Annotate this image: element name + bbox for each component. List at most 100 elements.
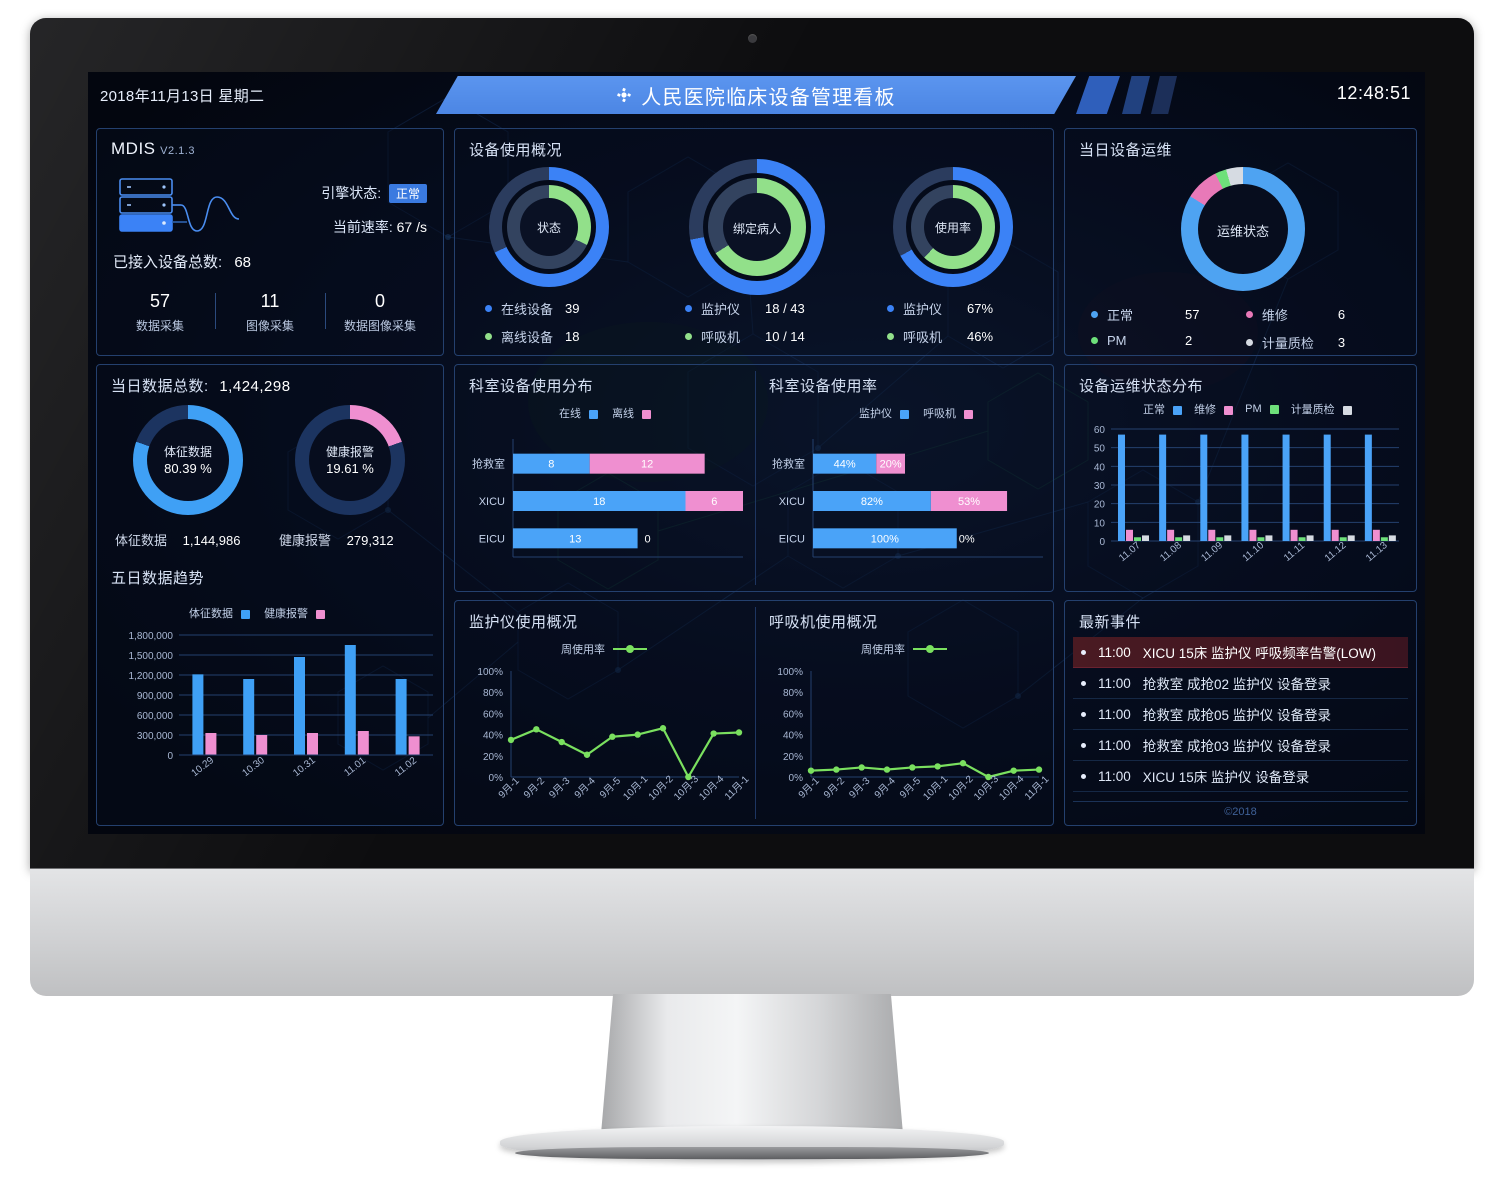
svg-text:0%: 0% <box>959 533 975 545</box>
stat-label: 数据采集 <box>135 319 184 333</box>
legend-item: 维修 <box>1194 401 1234 417</box>
svg-text:100%: 100% <box>871 533 899 545</box>
dist-title: 科室设备使用分布 <box>469 378 594 395</box>
event-bullet-icon <box>1081 773 1086 779</box>
legend-item: 健康报警 <box>264 605 326 621</box>
event-time: 11:00 <box>1098 675 1131 691</box>
legend-swatch-icon <box>1173 405 1183 415</box>
legend-item: 监护仪 67% <box>887 299 993 318</box>
event-row[interactable]: 11:00 抢救室 成抢02 监护仪 设备登录 <box>1073 668 1408 699</box>
legend-dot-icon <box>485 305 492 312</box>
legend-label: 健康报警 <box>264 608 309 620</box>
svg-text:20: 20 <box>1094 500 1106 511</box>
stat-value: 0 <box>374 291 385 311</box>
svg-text:11.11: 11.11 <box>1282 540 1307 564</box>
event-text: 抢救室 成抢05 监护仪 设备登录 <box>1142 708 1332 723</box>
svg-text:18: 18 <box>593 496 605 508</box>
svg-text:100%: 100% <box>777 667 803 678</box>
event-text: XICU 15床 监护仪 设备登录 <box>1142 770 1310 785</box>
legend-value: 67% <box>967 301 994 316</box>
total-devices-row: 已接入设备总数: 68 <box>113 251 251 272</box>
donut-center-label: 体征数据 <box>163 445 212 459</box>
svg-text:0%: 0% <box>789 773 804 784</box>
legend-item: 在线设备 39 <box>485 299 579 318</box>
stat-data-image-collection: 0 数据图像采集 <box>325 291 435 334</box>
svg-text:44%: 44% <box>834 459 856 471</box>
svg-text:11.01: 11.01 <box>342 755 368 779</box>
svg-text:600,000: 600,000 <box>137 711 174 722</box>
event-row[interactable]: 11:00 抢救室 成抢05 监护仪 设备登录 <box>1073 699 1408 730</box>
legend-label: 监护仪 <box>701 302 741 317</box>
svg-text:10: 10 <box>1094 518 1106 529</box>
svg-text:11.10: 11.10 <box>1241 540 1267 564</box>
event-time: 11:00 <box>1098 737 1131 753</box>
ventilator-usage-line-chart: 100%80%60%40%20%0%9月-1 9月-2 9月-3 9月-4 9月-510… <box>777 667 1051 803</box>
vent-line-legend: 周使用率 <box>861 641 949 657</box>
svg-text:9月-3: 9月-3 <box>547 775 573 801</box>
monitor-usage-line-chart: 100%80%60%40%20%0%9月-1 9月-2 9月-3 9月-4 9月-510… <box>477 667 751 803</box>
svg-text:0: 0 <box>1099 537 1105 548</box>
legend-dot-icon <box>887 305 894 312</box>
legend-item: 呼吸机 46% <box>887 327 993 346</box>
engine-status-row: 引擎状态: 正常 <box>321 183 427 203</box>
legend-swatch-icon <box>1342 405 1352 415</box>
svg-text:80%: 80% <box>483 688 503 699</box>
clock: 12:48:51 <box>1336 83 1411 103</box>
svg-text:11.13: 11.13 <box>1364 540 1390 564</box>
latest-events-panel: 最新事件 11:00 XICU 15床 监护仪 呼吸频率告警(LOW) 11:00 抢… <box>1064 600 1417 826</box>
svg-text:10.31: 10.31 <box>291 755 318 779</box>
legend-swatch-icon <box>1224 405 1234 415</box>
daily-ops-title: 当日设备运维 <box>1079 142 1173 159</box>
legend-swatch-icon <box>589 409 599 419</box>
svg-text:300,000: 300,000 <box>137 731 174 742</box>
legend-label: PM <box>1245 403 1262 415</box>
legend-item: 监护仪 18 / 43 <box>685 299 805 318</box>
legend-label: 计量质检 <box>1261 336 1314 351</box>
usage-legend-2: 监护仪 18 / 43 呼吸机 10 / 14 <box>685 299 805 355</box>
legend-value: 46% <box>967 329 994 344</box>
vital-total-row: 体征数据 1,144,986 <box>115 530 240 549</box>
event-time: 11:00 <box>1098 706 1131 722</box>
svg-text:60: 60 <box>1094 425 1106 436</box>
svg-text:XICU: XICU <box>479 496 505 508</box>
legend-value: 10 / 14 <box>765 329 805 344</box>
svg-text:10.30: 10.30 <box>240 755 267 779</box>
stat-label: 数据图像采集 <box>343 319 416 333</box>
legend-item: 体征数据 <box>189 605 251 621</box>
legend-dot-icon <box>685 305 692 312</box>
event-row[interactable]: 11:00 抢救室 成抢03 监护仪 设备登录 <box>1073 730 1408 761</box>
department-charts-panel: 科室设备使用分布 在线 离线 抢救室 8 12 XICU 18 6 EICU 13 0 科室设备… <box>454 364 1054 592</box>
legend-item: 周使用率 <box>561 641 605 657</box>
legend-dot-icon <box>1091 311 1098 318</box>
event-bullet-icon <box>1081 649 1086 655</box>
monitor-stand-foot <box>500 1126 1004 1160</box>
rate-value: 67 /s <box>396 219 427 235</box>
legend-label: 呼吸机 <box>923 408 957 420</box>
banner-slash-5 <box>1122 76 1150 114</box>
event-row[interactable]: 11:00 XICU 15床 监护仪 呼吸频率告警(LOW) <box>1073 637 1408 668</box>
legend-label: 呼吸机 <box>701 330 741 345</box>
maintenance-status-panel: 设备运维状态分布 正常 维修 PM 计量质检 6 <box>1064 364 1417 592</box>
vital-total-value: 1,144,986 <box>182 533 241 548</box>
usage-legend-1: 在线设备 39 离线设备 18 <box>485 299 579 355</box>
daily-data-value: 1,424,298 <box>219 378 291 395</box>
donut-vital-data: 体征数据 80.39 % <box>133 405 243 515</box>
event-row[interactable]: 11:00 XICU 15床 监护仪 设备登录 <box>1073 761 1408 792</box>
dashboard-screen: 2018年11月13日 星期二 人民医院临床设 <box>88 72 1425 834</box>
banner-slash-6 <box>1151 76 1177 114</box>
usage-line-charts-panel: 监护仪使用概况 周使用率 100% 80% 60% 40% 20% 0% 9月-1 9月-2 9… <box>454 600 1054 826</box>
mdis-version: V2.1.3 <box>160 145 195 157</box>
legend-item: 周使用率 <box>861 641 905 657</box>
events-title: 最新事件 <box>1079 614 1142 631</box>
svg-text:9月-5: 9月-5 <box>597 775 623 801</box>
server-waveform-icon <box>119 178 240 232</box>
legend-value: 18 / 43 <box>765 301 805 316</box>
legend-value: 2 <box>1185 333 1193 348</box>
cross-medical-icon <box>616 87 632 103</box>
events-list[interactable]: 11:00 XICU 15床 监护仪 呼吸频率告警(LOW) 11:00 抢救室 成抢… <box>1073 637 1408 792</box>
alert-total-row: 健康报警 279,312 <box>279 530 394 549</box>
stat-value: 11 <box>260 291 280 311</box>
webcam-icon <box>748 34 757 43</box>
rate-label: 当前速率: <box>332 219 393 235</box>
legend-item: PM 2 <box>1091 333 1246 348</box>
